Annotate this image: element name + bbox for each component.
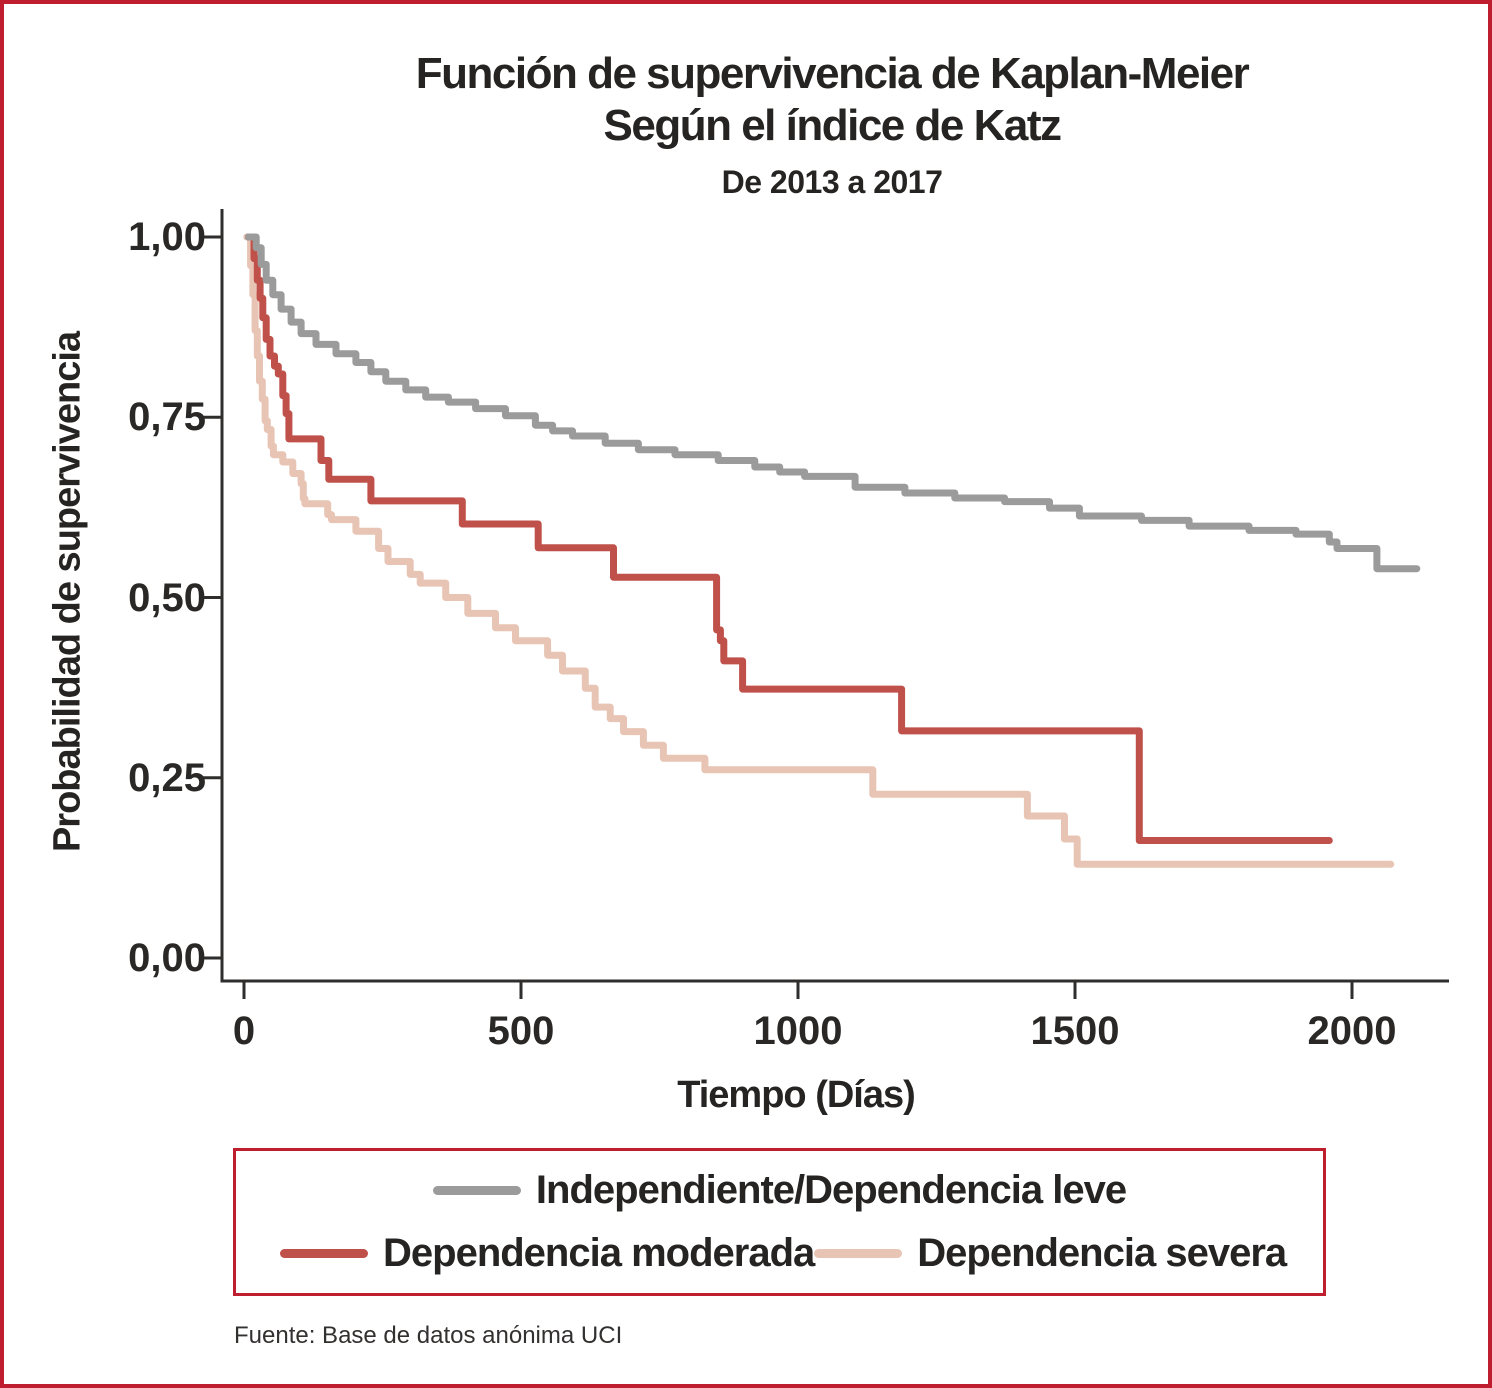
curve-dependencia-severa — [243, 233, 1395, 868]
legend-swatch-line — [814, 1248, 903, 1258]
y-tick-label: 0,50 — [128, 575, 206, 620]
legend-item: Independiente/Dependencia leve — [432, 1168, 1127, 1213]
legend-swatch-line — [432, 1186, 521, 1196]
chart-title-line1: Función de supervivencia de Kaplan-Meier — [415, 49, 1250, 98]
x-axis-title: Tiempo (Días) — [677, 1074, 916, 1116]
legend-label: Dependencia severa — [917, 1230, 1287, 1275]
x-tick-label: 500 — [487, 1009, 555, 1053]
legend-label: Dependencia moderada — [383, 1230, 815, 1275]
x-tick-label: 0 — [232, 1009, 256, 1053]
chart-subtitle: De 2013 a 2017 — [721, 164, 943, 200]
legend-row-2: Dependencia moderada Dependencia severa — [236, 1231, 1323, 1276]
chart-title-line2: Según el índice de Katz — [603, 101, 1062, 150]
source-note: Fuente: Base de datos anónima UCI — [234, 1322, 623, 1349]
curve-independiente-dependencia-leve — [244, 233, 1421, 573]
legend-row-1: Independiente/Dependencia leve — [236, 1168, 1323, 1213]
legend-box: Independiente/Dependencia leve Dependenc… — [233, 1148, 1326, 1296]
legend-label: Independiente/Dependencia leve — [535, 1168, 1127, 1213]
legend-item: Dependencia severa — [814, 1230, 1287, 1276]
y-tick-label: 1,00 — [128, 215, 206, 259]
legend-item: Dependencia moderada — [280, 1230, 815, 1276]
x-tick-label: 1500 — [1030, 1009, 1120, 1053]
title-block: Función de supervivencia de Kaplan-Meier… — [219, 48, 1445, 201]
x-tick-label: 1000 — [753, 1009, 843, 1053]
curve-dependencia-moderada — [244, 233, 1333, 844]
legend-swatch-line — [280, 1248, 368, 1258]
y-tick-label: 0,00 — [128, 936, 206, 980]
plot-area — [200, 209, 1449, 999]
x-tick-label: 2000 — [1307, 1009, 1397, 1053]
y-tick-label: 0,75 — [128, 395, 206, 440]
y-tick-label: 0,25 — [128, 755, 206, 800]
axis-lines — [220, 209, 1449, 983]
